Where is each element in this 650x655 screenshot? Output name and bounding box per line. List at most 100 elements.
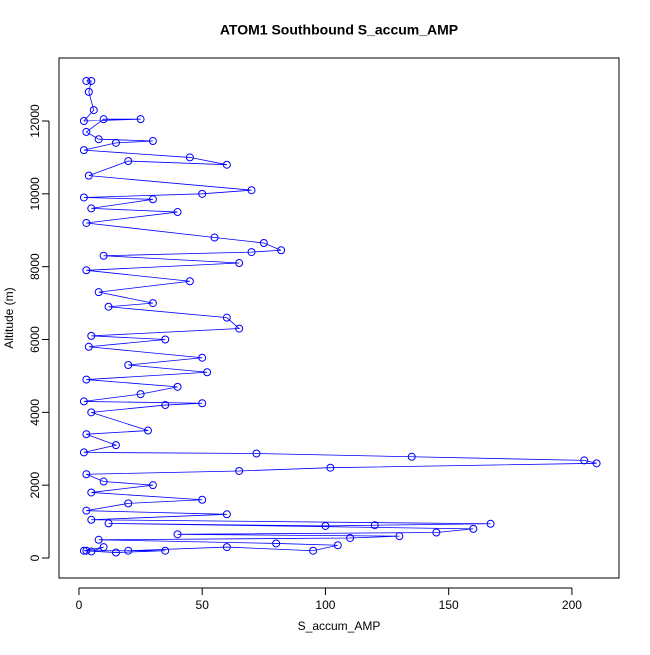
- point: [161, 401, 170, 410]
- point: [247, 248, 256, 257]
- point: [222, 313, 231, 322]
- point: [82, 375, 91, 384]
- y-tick-label: 2000: [28, 472, 42, 499]
- y-tick-label: 8000: [28, 253, 42, 280]
- point: [79, 193, 88, 202]
- point: [87, 76, 96, 85]
- x-tick-label: 50: [196, 598, 210, 612]
- point: [469, 524, 478, 533]
- x-axis-label: S_accum_AMP: [298, 619, 381, 633]
- point: [277, 246, 286, 255]
- x-tick-label: 200: [562, 598, 582, 612]
- point: [111, 138, 120, 147]
- point: [592, 459, 601, 468]
- point: [252, 449, 261, 458]
- point: [87, 515, 96, 524]
- point: [94, 135, 103, 144]
- point: [161, 335, 170, 344]
- y-tick-label: 12000: [28, 104, 42, 138]
- point: [222, 160, 231, 169]
- plot-box: [58, 57, 620, 579]
- point: [222, 510, 231, 519]
- point: [173, 530, 182, 539]
- point: [259, 238, 268, 247]
- point: [235, 259, 244, 268]
- point: [84, 171, 93, 180]
- series-line: [82, 80, 597, 553]
- point: [87, 408, 96, 417]
- point: [210, 233, 219, 242]
- point: [185, 277, 194, 286]
- y-tick-label: 4000: [28, 399, 42, 426]
- y-tick-label: 10000: [28, 177, 42, 211]
- point: [124, 157, 133, 166]
- point: [272, 539, 281, 548]
- point: [395, 532, 404, 541]
- point: [247, 186, 256, 195]
- x-tick-label: 150: [439, 598, 459, 612]
- point: [94, 535, 103, 544]
- point: [148, 299, 157, 308]
- point: [486, 519, 495, 528]
- point: [104, 302, 113, 311]
- point: [235, 324, 244, 333]
- point: [104, 519, 113, 528]
- point: [198, 189, 207, 198]
- point: [99, 251, 108, 260]
- point: [370, 521, 379, 530]
- point: [79, 397, 88, 406]
- point: [87, 331, 96, 340]
- point: [185, 153, 194, 162]
- point: [82, 470, 91, 479]
- point: [198, 399, 207, 408]
- point: [82, 506, 91, 515]
- point: [432, 528, 441, 537]
- point: [321, 521, 330, 530]
- x-tick-label: 100: [315, 598, 335, 612]
- point: [136, 390, 145, 399]
- point: [79, 448, 88, 457]
- point: [580, 456, 589, 465]
- point: [143, 426, 152, 435]
- chart-title: ATOM1 Southbound S_accum_AMP: [220, 22, 458, 38]
- point: [235, 466, 244, 475]
- point: [82, 546, 91, 555]
- point: [124, 360, 133, 369]
- point: [148, 481, 157, 490]
- point: [198, 495, 207, 504]
- point: [87, 547, 96, 556]
- point: [82, 266, 91, 275]
- point: [333, 541, 342, 550]
- point: [222, 543, 231, 552]
- point: [99, 477, 108, 486]
- point: [99, 115, 108, 124]
- y-tick-label: 0: [28, 554, 42, 561]
- x-tick-label: 0: [76, 598, 83, 612]
- point: [82, 430, 91, 439]
- point: [173, 382, 182, 391]
- point: [326, 463, 335, 472]
- point: [161, 546, 170, 555]
- point: [82, 127, 91, 136]
- point: [124, 546, 133, 555]
- point: [87, 488, 96, 497]
- point: [84, 342, 93, 351]
- point: [173, 208, 182, 217]
- point: [84, 87, 93, 96]
- point: [136, 115, 145, 124]
- y-axis-label: Altitude (m): [2, 287, 16, 348]
- point: [124, 499, 133, 508]
- point: [79, 146, 88, 155]
- point: [407, 452, 416, 461]
- point: [89, 106, 98, 115]
- point: [148, 137, 157, 146]
- y-tick-label: 6000: [28, 326, 42, 353]
- point: [82, 218, 91, 227]
- point: [79, 117, 88, 126]
- point: [198, 353, 207, 362]
- point: [309, 546, 318, 555]
- point: [346, 533, 355, 542]
- point: [111, 441, 120, 450]
